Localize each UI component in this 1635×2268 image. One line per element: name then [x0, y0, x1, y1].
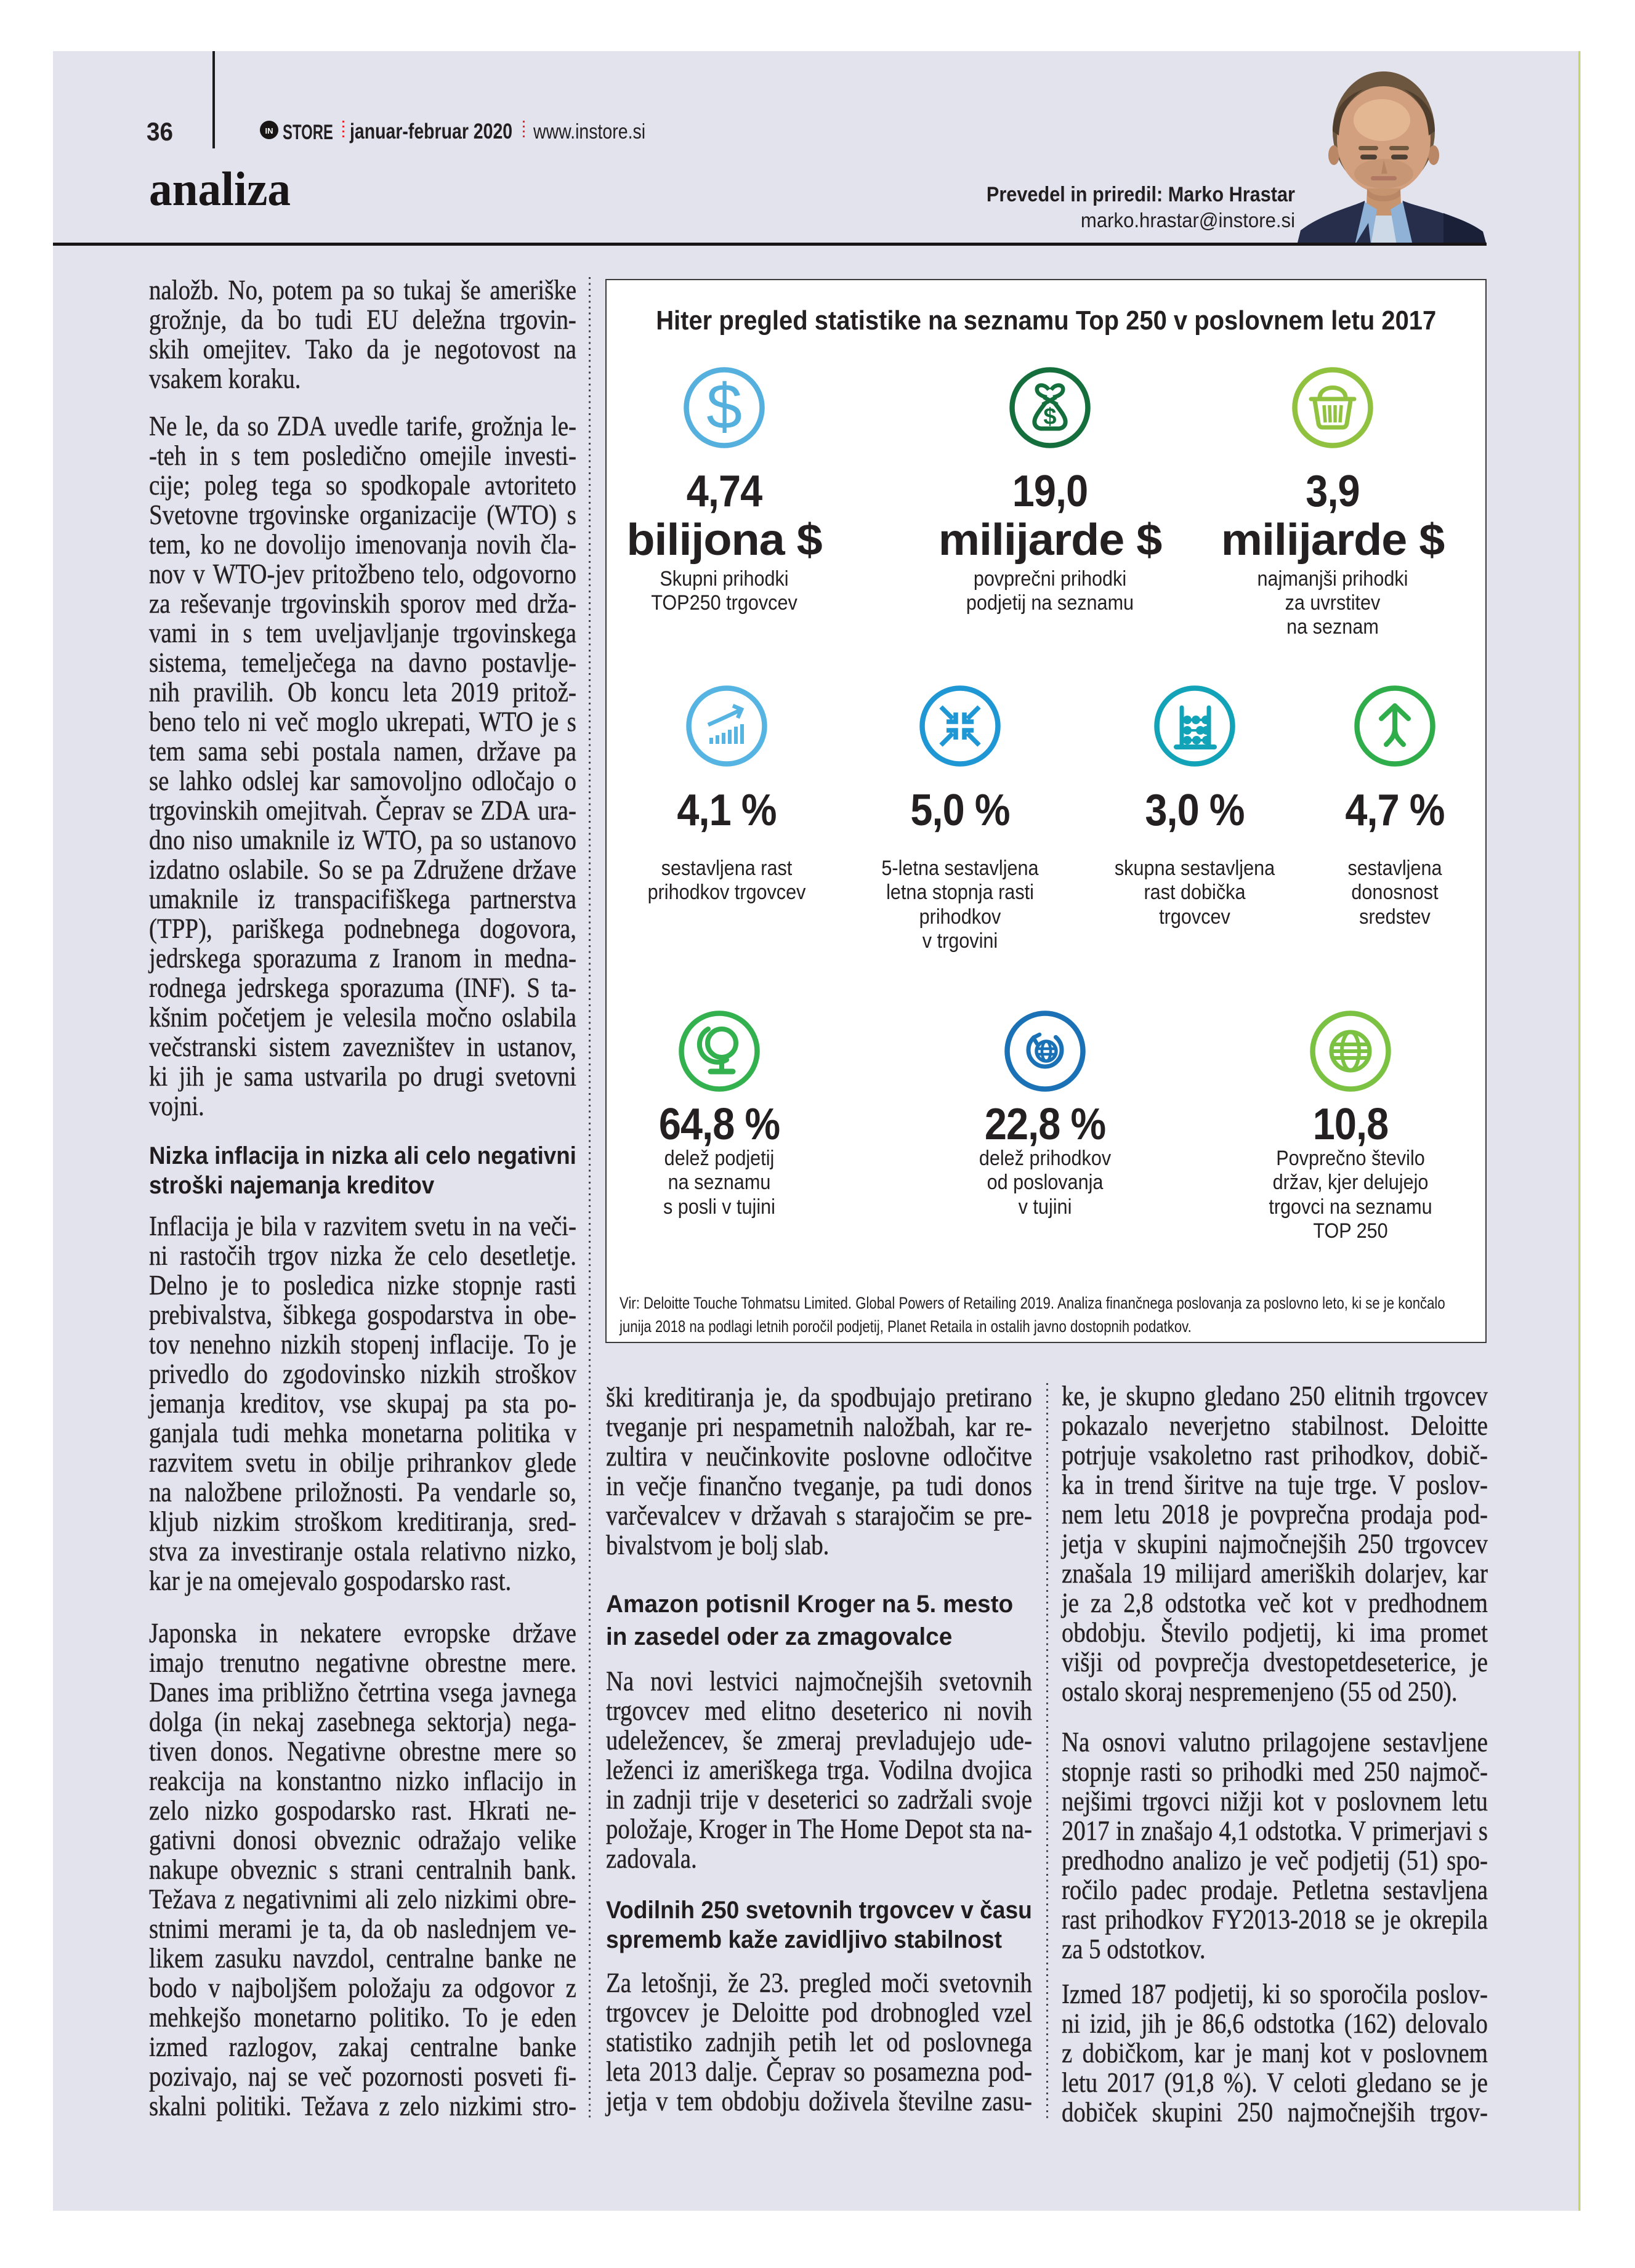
svg-text:$: $: [1043, 404, 1056, 430]
svg-text:IN: IN: [265, 126, 273, 135]
svg-text:$: $: [706, 371, 742, 443]
